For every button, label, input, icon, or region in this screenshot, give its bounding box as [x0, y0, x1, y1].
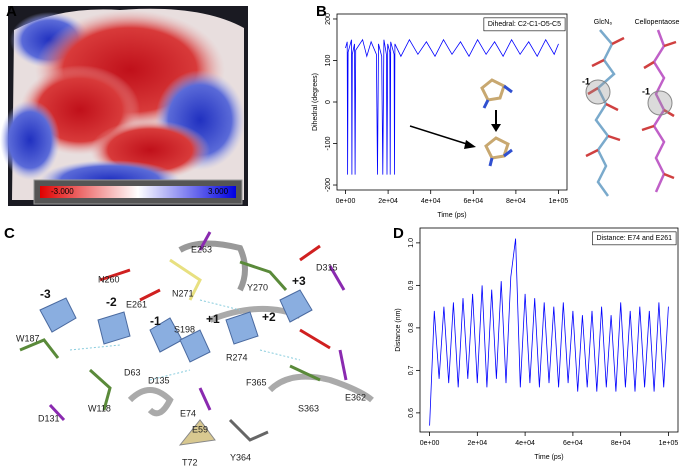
arrow-head: [491, 124, 501, 132]
binding-site-drawing: [19, 231, 374, 446]
x-tick-label: 0e+00: [420, 440, 440, 447]
residue-label: N260: [98, 274, 120, 284]
site-label: +1: [206, 312, 220, 326]
structure-label: GlcN₆: [594, 19, 613, 26]
site-label: -2: [106, 295, 117, 309]
data-line: [429, 238, 669, 426]
plot-frame: [419, 227, 679, 433]
x-tick-label: 6e+04: [563, 440, 583, 447]
residue-label: R274: [226, 352, 248, 362]
residue-label: S363: [298, 403, 319, 413]
y-tick-label: 200: [325, 13, 332, 25]
y-tick-label: 0.8: [408, 323, 415, 333]
chart-title: Distance: E74 and E261: [597, 235, 673, 242]
y-tick-label: 0: [325, 100, 332, 104]
y-tick-label: -200: [325, 178, 332, 192]
site-label: -1: [582, 76, 590, 86]
panel-label: A: [6, 3, 17, 20]
residue-label: E74: [180, 408, 196, 418]
y-tick-label: 1.0: [408, 238, 415, 248]
residue-label: Y270: [247, 282, 268, 292]
ring-inset: [480, 78, 513, 167]
arrow: [409, 125, 471, 146]
charts: 0e+00 2e+04 4e+04 6e+04 8e+04 1e+05 -200 -100 0 1…: [312, 13, 679, 461]
site-label: -3: [40, 287, 51, 301]
plot-frame: [336, 13, 568, 191]
x-tick-label: 4e+04: [515, 440, 535, 447]
x-tick-label: 4e+04: [421, 198, 441, 205]
residue-label: E362: [345, 392, 366, 402]
residue-label: D131: [38, 413, 60, 423]
panel-label: B: [316, 3, 327, 20]
residue-label: F365: [246, 377, 267, 387]
y-tick-label: 100: [325, 55, 332, 67]
panel-label: D: [393, 225, 404, 242]
x-tick-label: 2e+04: [467, 440, 487, 447]
title-box: [483, 17, 566, 32]
residue-label: S198: [174, 324, 195, 334]
residue-label: N271: [172, 288, 194, 298]
x-tick-label: 1e+05: [659, 440, 679, 447]
y-tick-label: 0.6: [408, 408, 415, 418]
residue-label: E59: [192, 424, 208, 434]
title-box: [592, 231, 677, 246]
y-tick-label: 0.9: [408, 280, 415, 290]
colorbar-label: -3.000: [51, 187, 74, 196]
residue-label: D315: [316, 262, 338, 272]
x-tick-label: 2e+04: [378, 198, 398, 205]
panel-label: C: [4, 225, 15, 242]
residue-label: E263: [191, 244, 212, 254]
x-tick-label: 8e+04: [611, 440, 631, 447]
site-label: +2: [262, 310, 276, 324]
residue-label: E261: [126, 299, 147, 309]
structure-label: Cellopentaose: [635, 19, 680, 26]
residue-label: W187: [16, 333, 40, 343]
colorbar-label: 3.000: [208, 187, 229, 196]
residue-label: D63: [124, 367, 141, 377]
residue-label: Y364: [230, 452, 251, 462]
residue-label: T72: [182, 457, 198, 467]
site-label: +3: [292, 274, 306, 288]
y-tick-label: 0.7: [408, 365, 415, 375]
x-tick-label: 6e+04: [463, 198, 483, 205]
arrow-head: [464, 140, 476, 149]
y-axis-label: Dihedral (degrees): [312, 73, 319, 131]
x-axis-label: Time (ps): [437, 212, 466, 219]
chart-title: Dihedral: C2-C1-O5-C5: [488, 21, 561, 28]
x-tick-label: 0e+00: [336, 198, 356, 205]
surface-image: [0, 6, 248, 206]
y-axis-label: Distance (nm): [395, 308, 402, 352]
residue-label: D135: [148, 375, 170, 385]
x-tick-label: 8e+04: [506, 198, 526, 205]
residue-label: W118: [88, 403, 111, 413]
x-tick-label: 1e+05: [549, 198, 569, 205]
data-line: [345, 38, 559, 175]
site-label: -1: [150, 314, 161, 328]
structure-sticks: [585, 29, 677, 197]
site-label: -1: [642, 86, 650, 96]
x-axis-label: Time (ps): [534, 454, 563, 461]
residue-labels: -3 -2 -1 +1 +2 +3 E263 N260 D315 E261 N271 Y270 S198…: [16, 244, 366, 467]
y-tick-label: -100: [325, 136, 332, 150]
